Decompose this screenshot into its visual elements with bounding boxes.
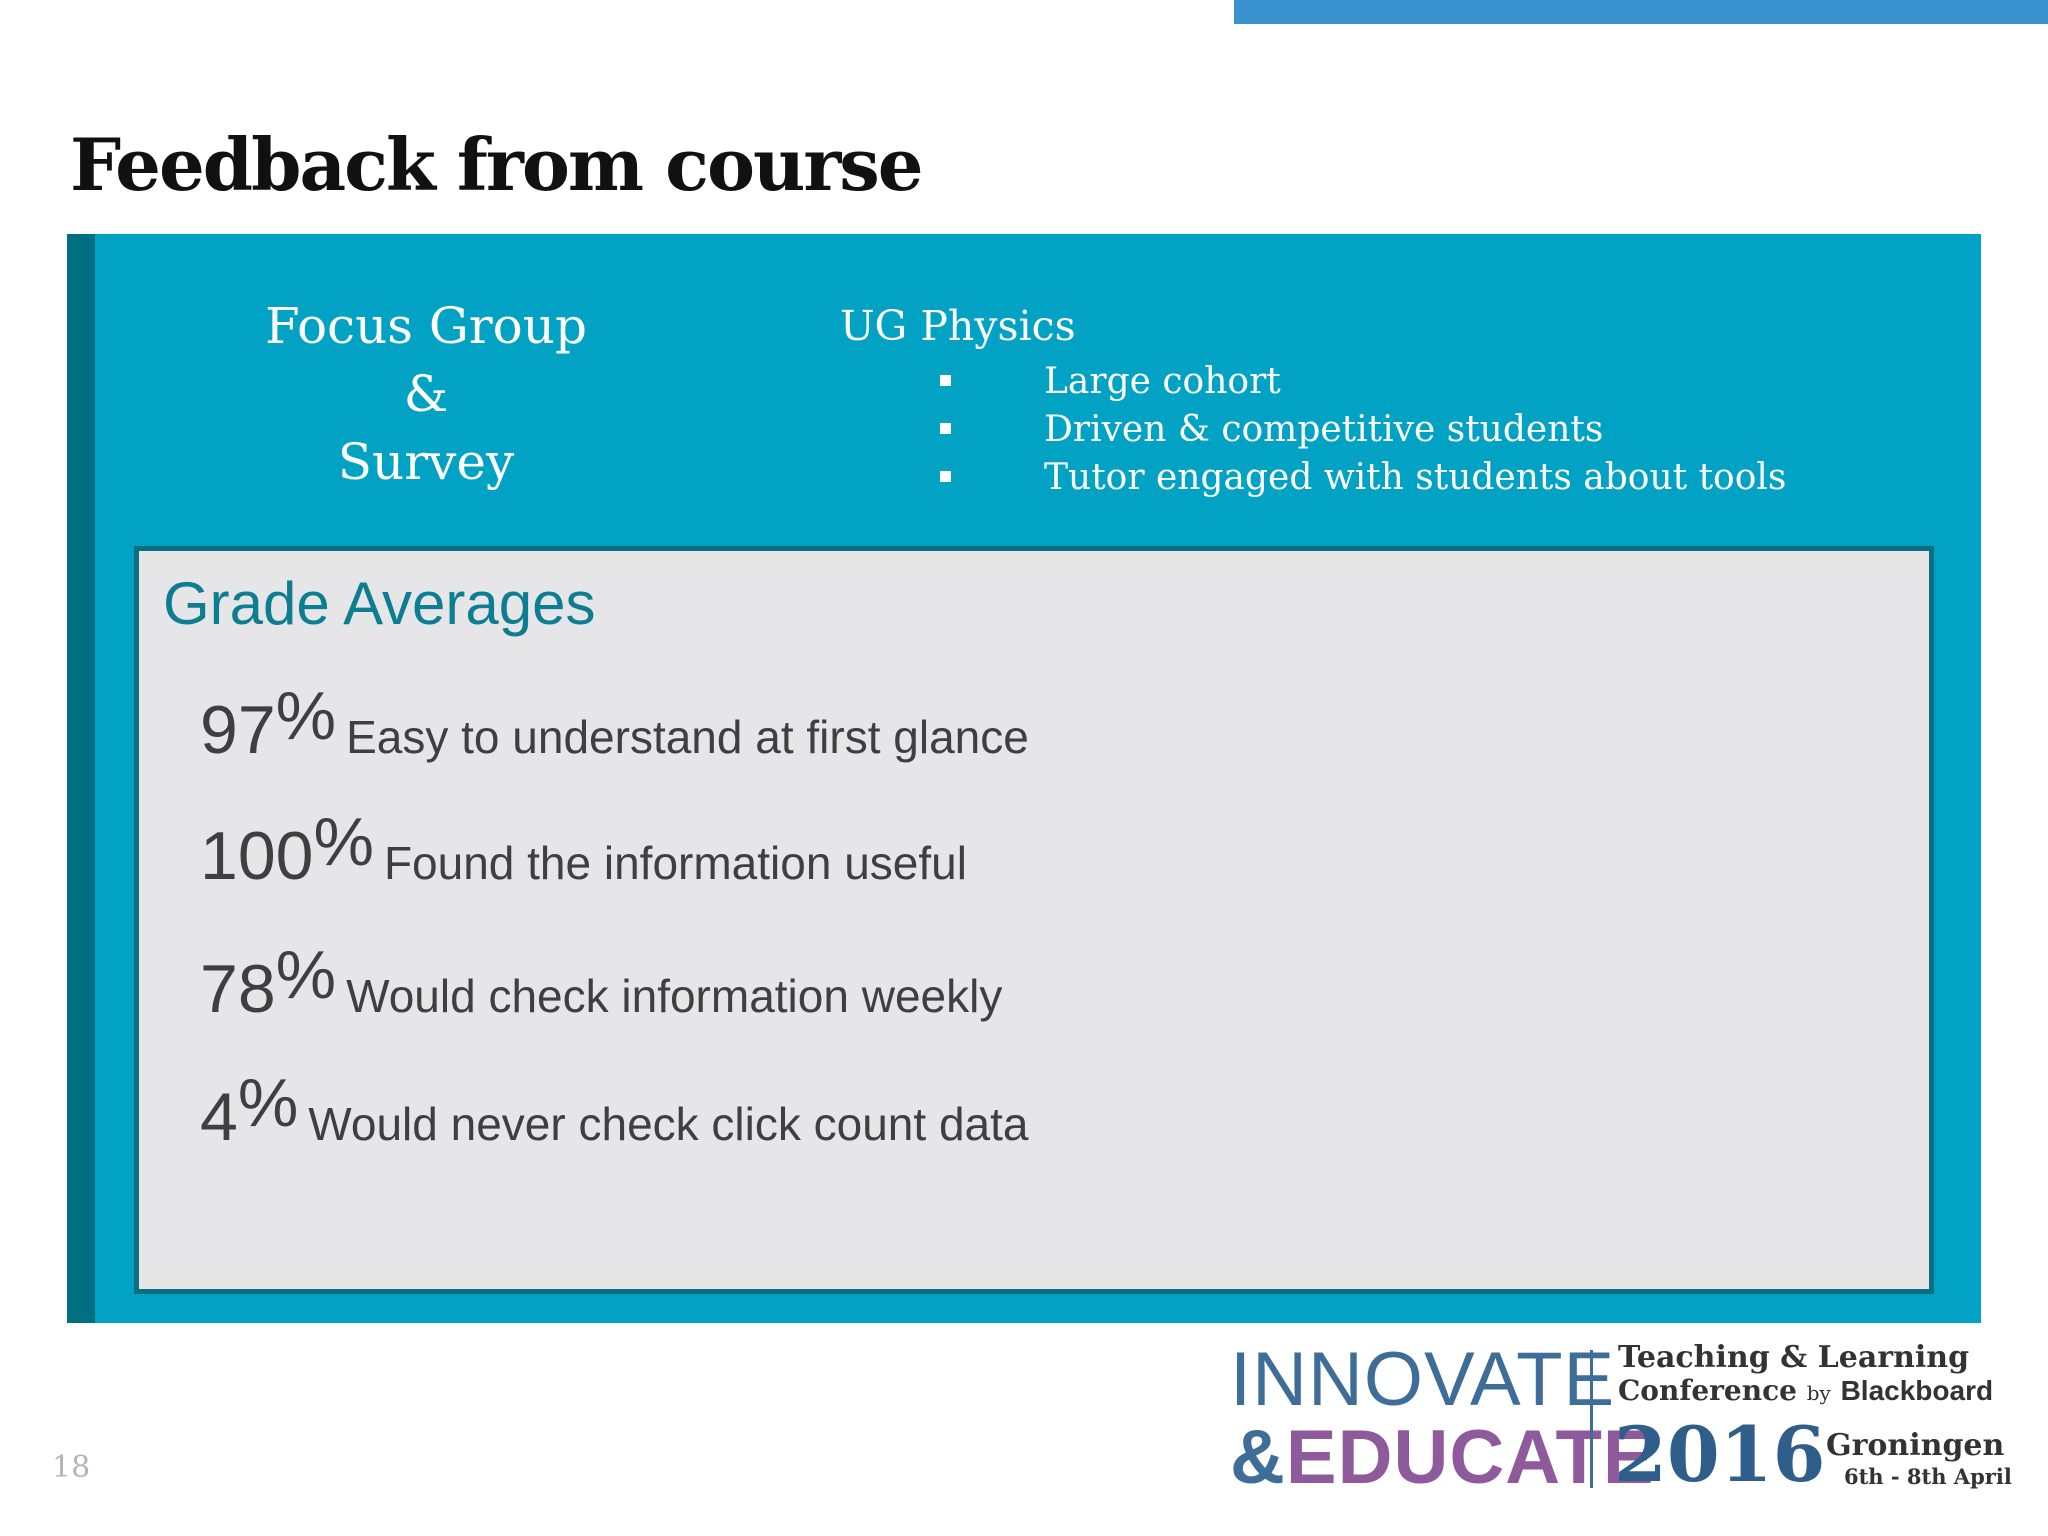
logo-conference-text: Conference [1618,1374,1797,1407]
stat-row: 78% Would check information weekly [200,937,1003,1028]
logo-ampersand: & [1230,1415,1286,1500]
stat-percent: % [275,937,337,1013]
conference-logo: INNOVATE &EDUCATE Teaching & Learning Co… [1230,1337,2012,1500]
bullet-text: Driven & competitive students [1044,409,1604,450]
logo-divider [1590,1350,1593,1488]
stat-number: 4 [200,1079,238,1155]
stat-number: 100 [200,818,314,894]
logo-by-text: by [1806,1381,1831,1405]
physics-heading: UG Physics [840,302,1076,350]
focus-group-line: & [403,365,449,423]
stat-text: Found the information useful [383,837,967,889]
grade-averages-box: Grade Averages 97% Easy to understand at … [134,546,1934,1294]
stat-text: Would never check click count data [308,1098,1029,1150]
logo-teaching-text: Teaching & Learning [1618,1340,1970,1375]
stat-number: 97 [200,692,276,768]
focus-group-heading: Focus Group & Survey [226,292,626,496]
stat-percent: % [237,1065,299,1141]
logo-conference-line: Conference by Blackboard [1618,1374,1993,1407]
stat-row: 100% Found the information useful [200,804,967,895]
logo-year: 2016 [1614,1410,1826,1499]
stat-text: Would check information weekly [346,970,1003,1022]
content-panel-accent [67,234,95,1323]
logo-innovate-text: INNOVATE [1230,1337,1616,1422]
square-bullet-icon [940,423,951,434]
stat-row: 4% Would never check click count data [200,1065,1029,1156]
stat-percent: % [275,678,337,754]
square-bullet-icon [940,375,951,386]
bullet-text: Large cohort [1044,361,1281,402]
slide-title: Feedback from course [70,122,924,207]
stat-text: Easy to understand at first glance [346,711,1029,763]
focus-group-line: Survey [337,433,515,491]
top-accent-bar [1234,0,2048,24]
stat-percent: % [313,804,374,880]
stat-row: 97% Easy to understand at first glance [200,678,1029,769]
logo-blackboard-text: Blackboard [1840,1375,1994,1406]
logo-dates: 6th - 8th April [1844,1464,2012,1489]
grade-averages-title: Grade Averages [163,570,596,637]
logo-city: Groningen [1826,1428,2005,1463]
square-bullet-icon [940,471,951,482]
logo-educate-text: EDUCATE [1285,1415,1655,1500]
focus-group-line: Focus Group [265,297,587,355]
bullet-text: Tutor engaged with students about tools [1044,457,1787,498]
stat-number: 78 [200,951,276,1027]
page-number: 18 [52,1450,91,1485]
